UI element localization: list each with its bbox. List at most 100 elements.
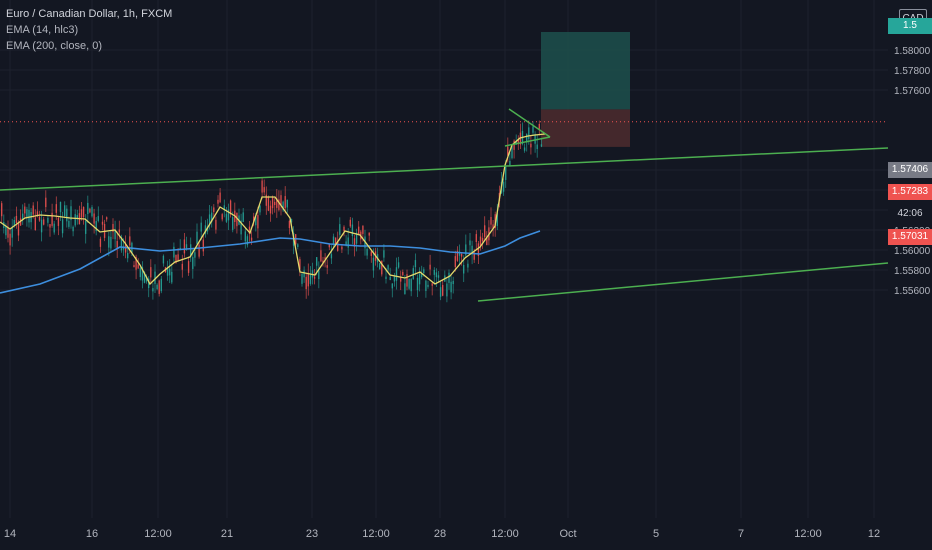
candle-body	[108, 236, 110, 248]
candle-body	[64, 205, 66, 217]
candle-body	[80, 209, 83, 218]
candle-body	[370, 251, 372, 256]
candle-body	[454, 256, 456, 268]
chart-legend: Euro / Canadian Dollar, 1h, FXCM EMA (14…	[6, 6, 172, 54]
candle-body	[116, 241, 118, 249]
candle-body	[316, 257, 318, 266]
candle-body	[139, 267, 141, 278]
candle-body	[479, 236, 482, 246]
candle-body	[313, 276, 316, 279]
price-tick-label: 1.55600	[894, 286, 931, 297]
grid-lines	[0, 0, 888, 518]
candle-body	[513, 140, 515, 150]
candle-body	[11, 227, 13, 238]
candle-body	[240, 220, 242, 235]
candle-body	[135, 256, 137, 270]
ema-fast-label[interactable]: EMA (14, hlc3)	[6, 24, 79, 36]
candle-body	[324, 257, 326, 260]
candle-body	[307, 273, 309, 287]
candle-body	[282, 201, 284, 211]
candle-body	[439, 287, 442, 297]
candle-body	[99, 238, 102, 247]
candle-body	[379, 263, 381, 270]
candle-body	[309, 275, 312, 284]
last-close-tag: 1.57406	[888, 162, 932, 178]
stop-price-tag: 1.57031	[888, 229, 932, 245]
candle-body	[509, 160, 511, 166]
live-price-tag: 1.57283	[888, 184, 932, 200]
candle-body	[349, 219, 351, 227]
time-tick-label: 5	[653, 528, 659, 540]
candle-body	[471, 245, 473, 255]
candle-body	[221, 214, 223, 220]
candle-body	[70, 206, 72, 221]
candle-body	[204, 225, 207, 234]
candle-body	[187, 261, 190, 273]
candle-body	[246, 236, 249, 246]
candle-body	[215, 219, 217, 230]
candle-body	[343, 226, 345, 232]
candle-body	[280, 195, 282, 206]
candle-body	[507, 146, 509, 156]
candle-body	[198, 244, 200, 257]
candle-body	[259, 205, 261, 213]
candle-body	[414, 260, 417, 268]
candle-body	[538, 123, 540, 129]
candle-body	[26, 209, 28, 218]
ema-slow-label[interactable]: EMA (200, close, 0)	[6, 40, 102, 52]
candle-body	[133, 265, 135, 268]
candle-body	[36, 211, 39, 216]
candle-body	[469, 240, 471, 246]
candle-body	[95, 221, 97, 232]
candle-body	[22, 213, 24, 220]
candle-body	[181, 263, 183, 270]
candle-body	[540, 144, 543, 147]
candle-body	[473, 252, 475, 260]
candle-body	[137, 264, 139, 269]
candle-body	[368, 232, 370, 236]
candle-body	[372, 257, 375, 271]
candle-body	[339, 224, 341, 235]
price-tick-label: 1.57800	[894, 66, 931, 77]
candle-body	[158, 280, 160, 294]
candle-body	[150, 267, 152, 278]
candle-body	[484, 225, 486, 238]
candle-body	[328, 243, 330, 248]
candle-body	[345, 241, 347, 246]
candle-body	[320, 250, 322, 262]
candle-body	[57, 217, 60, 226]
candle-body	[528, 127, 530, 139]
candle-body	[162, 255, 165, 264]
trendline-triangle-top	[508, 108, 551, 138]
candle-body	[51, 212, 53, 226]
candle-body	[32, 205, 34, 215]
candle-body	[351, 224, 354, 237]
candle-body	[418, 273, 421, 285]
trendline-lower-channel	[477, 262, 889, 302]
candle-body	[190, 244, 192, 257]
candle-body	[515, 140, 517, 145]
candle-body	[477, 243, 480, 256]
candle-body	[242, 212, 244, 222]
candle-body	[38, 216, 41, 221]
time-tick-label: 12:00	[144, 528, 172, 540]
candle-body	[114, 229, 116, 240]
loss-zone	[541, 109, 630, 147]
candle-body	[492, 224, 494, 229]
candle-body	[219, 192, 221, 203]
candle-body	[429, 264, 431, 270]
candle-body	[154, 271, 156, 284]
candle-body	[177, 254, 179, 261]
ema-14-line	[0, 133, 546, 286]
candle-body	[183, 239, 186, 254]
candle-body	[72, 226, 74, 232]
ema-200-line	[0, 230, 541, 294]
candle-body	[421, 273, 423, 278]
candle-body	[303, 270, 305, 278]
symbol-title[interactable]: Euro / Canadian Dollar, 1h, FXCM	[6, 8, 173, 20]
candle-body	[120, 236, 123, 251]
candle-body	[496, 212, 498, 226]
time-tick-label: 12	[868, 528, 880, 540]
